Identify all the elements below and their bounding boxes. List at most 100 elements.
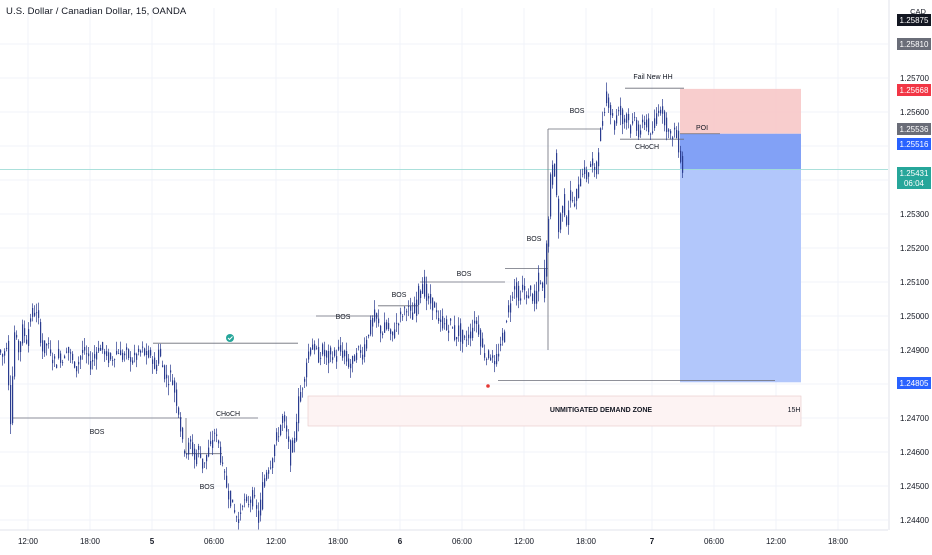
candle-body (380, 325, 382, 334)
candle-body (128, 349, 130, 358)
candle-body (436, 310, 438, 313)
price-tick: 1.25100 (900, 278, 929, 287)
candle-body (88, 353, 90, 357)
candle-body (140, 350, 142, 353)
candle-body (40, 322, 42, 343)
candle-body (438, 318, 440, 322)
price-label-bg (897, 84, 931, 96)
candle-body (520, 298, 522, 301)
candle-body (170, 370, 172, 373)
candle-body (194, 448, 196, 460)
candle-body (104, 351, 106, 355)
time-tick: 18:00 (328, 537, 349, 546)
candle-body (2, 354, 4, 357)
candle-body (358, 346, 360, 348)
candle-body (302, 388, 304, 390)
candle-body (604, 111, 606, 113)
candle-body (612, 113, 614, 116)
candle-body (460, 323, 462, 342)
price-tick: 1.24400 (900, 516, 929, 525)
candle-body (66, 351, 68, 353)
candle-body (22, 324, 24, 344)
candle-body (396, 322, 398, 324)
candle-body (184, 450, 186, 454)
candle-body (82, 350, 84, 353)
candle-body (596, 161, 598, 175)
candle-body (614, 121, 616, 130)
poi-label: POI (696, 125, 708, 132)
candle-body (440, 319, 442, 322)
candle-body (338, 346, 340, 350)
candle-body (468, 334, 470, 339)
candle-body (328, 350, 330, 364)
candle-body (330, 347, 332, 355)
candle-body (334, 350, 336, 356)
candle-body (584, 167, 586, 175)
candle-body (592, 158, 594, 166)
fail-new-hh-label: Fail New HH (633, 74, 672, 81)
candle-body (324, 349, 326, 357)
candle-body (0, 350, 2, 353)
candle-body (606, 91, 608, 104)
time-axis: 12:00 18:00 5 06:00 12:00 18:00 6 06:00 12:00 18:… (0, 529, 888, 546)
candle-body (24, 328, 26, 337)
candle-body (454, 325, 456, 340)
candle-body (668, 129, 670, 132)
candle-body (418, 285, 420, 305)
candle-body (8, 340, 10, 386)
price-label-0: 1.25875 (900, 16, 929, 25)
candle-body (236, 516, 238, 518)
candle-body (568, 210, 570, 226)
candle-body (622, 109, 624, 125)
candle-body (188, 442, 190, 455)
bos-label-4: BOS (392, 292, 407, 299)
candle-body (186, 453, 188, 455)
candle-body (414, 303, 416, 314)
candle-body (412, 312, 414, 320)
candle-body (112, 360, 114, 361)
bos-label-3: BOS (336, 314, 351, 321)
candle-body (240, 512, 242, 514)
candle-body (344, 350, 346, 357)
candle-body (288, 436, 290, 442)
time-tick: 18:00 (576, 537, 597, 546)
candle-body (150, 349, 152, 356)
candle-body (46, 344, 48, 346)
candle-body (550, 174, 552, 217)
candle-body (62, 362, 64, 363)
candle-body (136, 353, 138, 360)
candle-body (300, 392, 302, 402)
time-tick: 12:00 (18, 537, 39, 546)
candle-body (262, 482, 264, 510)
candle-body (546, 243, 548, 277)
candle-body (72, 353, 74, 361)
candle-body (548, 218, 550, 247)
candle-body (536, 291, 538, 304)
candle-body (168, 383, 170, 386)
candle-body (640, 130, 642, 135)
candle-body (422, 284, 424, 294)
candle-body (230, 490, 232, 507)
time-tick: 18:00 (828, 537, 849, 546)
candle-body (96, 351, 98, 360)
candle-body (310, 348, 312, 355)
chart-title: U.S. Dollar / Canadian Dollar, 15, OANDA (6, 6, 187, 17)
candle-body (296, 421, 298, 441)
candle-body (406, 311, 408, 313)
price-label-bg (897, 377, 931, 389)
candle-body (202, 458, 204, 469)
candle-body (280, 425, 282, 436)
price-label-bg (897, 14, 931, 26)
candle-body (260, 499, 262, 516)
candle-body (242, 506, 244, 508)
candle-body (658, 110, 660, 114)
price-tick: 1.25200 (900, 244, 929, 253)
candle-body (200, 453, 202, 458)
candle-body (598, 152, 600, 167)
candle-body (322, 344, 324, 355)
candle-body (600, 128, 602, 142)
candle-body (28, 329, 30, 346)
candle-body (582, 173, 584, 175)
